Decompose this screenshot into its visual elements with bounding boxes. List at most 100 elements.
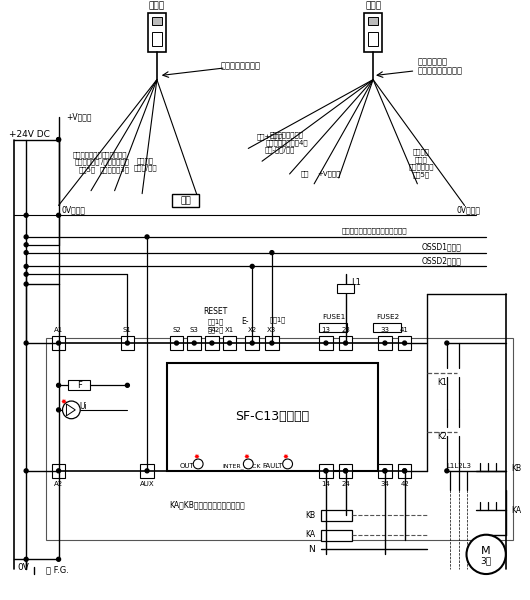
Circle shape: [57, 213, 60, 217]
Text: ⏚ F.G.: ⏚ F.G.: [46, 566, 69, 575]
Circle shape: [250, 341, 254, 345]
Bar: [170, 336, 183, 350]
Text: M: M: [481, 547, 491, 556]
Circle shape: [24, 213, 28, 217]
Bar: [339, 464, 352, 478]
Circle shape: [126, 383, 129, 387]
Text: X1: X1: [225, 327, 234, 333]
Circle shape: [383, 469, 387, 473]
Circle shape: [403, 341, 407, 345]
Text: 受光器: 受光器: [365, 2, 381, 11]
Circle shape: [57, 408, 60, 412]
Bar: [120, 336, 134, 350]
Circle shape: [57, 137, 60, 142]
Bar: [167, 363, 378, 471]
Bar: [152, 32, 162, 46]
Text: A1: A1: [54, 327, 63, 333]
Circle shape: [403, 469, 407, 473]
Text: （注2）: （注2）: [208, 326, 224, 332]
Bar: [337, 284, 355, 293]
Text: ✸: ✸: [193, 454, 199, 460]
Text: /リセット入力: /リセット入力: [101, 159, 129, 166]
Text: S1: S1: [123, 327, 132, 333]
Bar: [321, 530, 352, 541]
Text: 23: 23: [341, 327, 350, 333]
Circle shape: [243, 459, 253, 469]
Circle shape: [24, 235, 28, 239]
Bar: [319, 464, 333, 478]
Circle shape: [324, 341, 328, 345]
Bar: [172, 194, 199, 208]
Text: ケーブル色：灰色: ケーブル色：灰色: [220, 61, 260, 70]
Text: +V（茶）: +V（茶）: [66, 112, 92, 121]
Text: （注5）: （注5）: [78, 167, 95, 173]
Text: X3: X3: [267, 327, 277, 333]
Text: 出力極性設定線: 出力極性設定線: [72, 151, 102, 158]
Text: KB: KB: [305, 511, 315, 520]
Bar: [245, 336, 259, 350]
Bar: [364, 13, 382, 52]
Text: AUX: AUX: [140, 481, 154, 487]
Text: 同期+（橙）: 同期+（橙）: [257, 133, 284, 140]
Text: KA: KA: [305, 530, 315, 539]
Circle shape: [24, 469, 28, 473]
Bar: [319, 336, 333, 350]
Text: 42: 42: [400, 481, 409, 487]
Text: 設定線: 設定線: [415, 156, 428, 163]
Text: KB: KB: [512, 464, 522, 473]
Circle shape: [57, 341, 60, 345]
Text: INTER_LOCK: INTER_LOCK: [223, 463, 261, 469]
Circle shape: [445, 469, 449, 473]
Circle shape: [403, 469, 407, 473]
Circle shape: [24, 557, 28, 561]
Text: FAULT: FAULT: [262, 463, 282, 469]
Text: （シールド）: （シールド）: [409, 164, 434, 170]
Text: （桃）（注3）: （桃）（注3）: [100, 167, 130, 173]
Text: +V（茶）: +V（茶）: [317, 170, 341, 177]
Circle shape: [324, 469, 328, 473]
Text: 出力極性: 出力極性: [413, 148, 430, 155]
Circle shape: [174, 341, 179, 345]
Circle shape: [192, 341, 196, 345]
Circle shape: [126, 341, 129, 345]
Circle shape: [343, 469, 348, 473]
Text: 開放: 開放: [301, 170, 310, 177]
Bar: [398, 336, 411, 350]
Text: ✸: ✸: [282, 454, 288, 460]
Bar: [265, 336, 279, 350]
Bar: [398, 464, 411, 478]
Bar: [368, 32, 378, 46]
Text: +24V DC: +24V DC: [10, 130, 50, 139]
Text: 3～: 3～: [481, 557, 492, 566]
Text: 41: 41: [400, 327, 409, 333]
Text: 14: 14: [322, 481, 330, 487]
Bar: [378, 336, 392, 350]
Text: FUSE1: FUSE1: [322, 314, 346, 320]
Bar: [223, 336, 236, 350]
Circle shape: [466, 535, 506, 574]
Bar: [373, 323, 401, 332]
Text: F: F: [77, 381, 82, 390]
Circle shape: [324, 469, 328, 473]
Text: RESET: RESET: [204, 307, 228, 316]
Circle shape: [24, 251, 28, 254]
Text: Ui: Ui: [79, 403, 87, 412]
Circle shape: [145, 235, 149, 239]
Bar: [368, 17, 378, 25]
Text: 13: 13: [321, 327, 330, 333]
Text: 投光停止入力: 投光停止入力: [102, 151, 127, 158]
Circle shape: [210, 341, 214, 345]
Bar: [319, 323, 347, 332]
Text: E-: E-: [242, 317, 249, 326]
Text: （注5）: （注5）: [413, 172, 430, 178]
Text: 24: 24: [341, 481, 350, 487]
Circle shape: [270, 341, 274, 345]
Text: 33: 33: [381, 327, 390, 333]
Circle shape: [250, 265, 254, 268]
Bar: [205, 336, 219, 350]
Text: OUT: OUT: [180, 463, 194, 469]
Circle shape: [24, 243, 28, 247]
Bar: [152, 17, 162, 25]
Circle shape: [193, 459, 203, 469]
Text: K1: K1: [437, 378, 447, 387]
